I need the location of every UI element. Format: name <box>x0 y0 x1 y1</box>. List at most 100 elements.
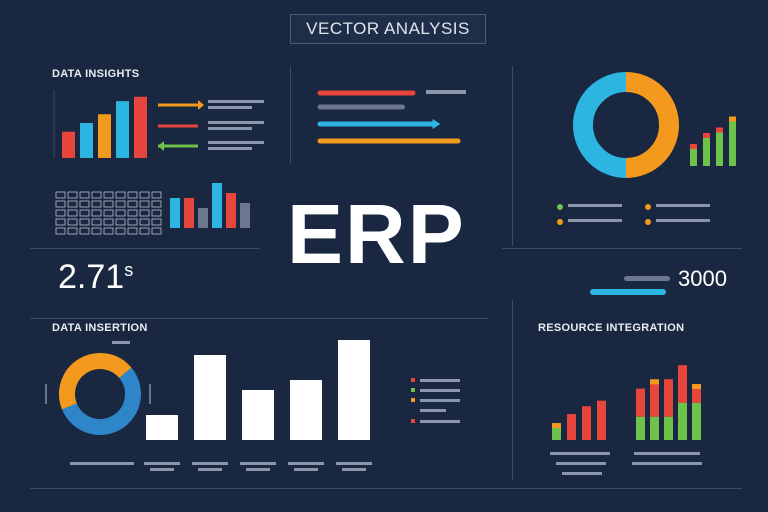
label-placeholder <box>70 462 134 465</box>
grid-cell <box>127 218 138 226</box>
grid-cell <box>67 191 78 199</box>
grid-cell <box>127 227 138 235</box>
grid-cell <box>115 218 126 226</box>
grid-cell <box>79 209 90 217</box>
legend-swatch <box>411 388 415 392</box>
grid-cell <box>67 209 78 217</box>
arrow-head <box>198 100 204 110</box>
grid-cell <box>127 200 138 208</box>
resource-integration-small-bars <box>550 400 610 475</box>
bar <box>62 131 75 158</box>
grid-cell <box>67 218 78 226</box>
donut-slice <box>61 367 141 435</box>
label-placeholder <box>550 452 610 455</box>
bar-top <box>692 384 701 389</box>
legend-dot <box>645 219 651 225</box>
grid-cell <box>151 191 162 199</box>
text-placeholder <box>420 409 446 412</box>
label-placeholder <box>240 462 276 465</box>
bar <box>170 198 180 228</box>
label-placeholder <box>192 462 228 465</box>
grid-cell <box>127 209 138 217</box>
label-placeholder <box>246 468 270 471</box>
metric-unit: s <box>124 260 134 280</box>
bar-top <box>703 133 710 138</box>
horizontal-bar-chart <box>317 90 466 144</box>
bar <box>567 414 576 440</box>
legend-swatch <box>411 378 415 382</box>
data-insights-arrows <box>158 100 264 151</box>
grid-cell <box>91 227 102 235</box>
legend-swatch <box>411 419 415 423</box>
resource-integration-large-bars <box>632 365 702 465</box>
grid-cell <box>67 227 78 235</box>
label-placeholder <box>198 468 222 471</box>
page-title-box: VECTOR ANALYSIS <box>290 14 486 44</box>
top-right-bars <box>690 116 736 166</box>
bar-segment <box>664 416 673 440</box>
grid-cell <box>115 227 126 235</box>
label-placeholder <box>144 462 180 465</box>
grid-cell <box>151 200 162 208</box>
data-insights-top-bars <box>53 90 147 158</box>
grid-cell <box>139 218 150 226</box>
legend-swatch <box>411 398 415 402</box>
section-title-resource-integration: RESOURCE INTEGRATION <box>538 322 685 334</box>
grid-cell <box>91 209 102 217</box>
erp-label: ERP <box>287 187 466 281</box>
divider <box>30 248 260 249</box>
divider <box>502 248 742 249</box>
bar <box>690 144 697 166</box>
bar <box>703 133 710 166</box>
grid-cell <box>103 209 114 217</box>
text-placeholder <box>568 219 622 222</box>
grid-cell <box>151 218 162 226</box>
legend-dot <box>557 219 563 225</box>
grid-cell <box>151 227 162 235</box>
text-placeholder <box>208 141 264 144</box>
bar-segment <box>650 416 659 440</box>
donut-slice <box>625 72 679 178</box>
bar <box>338 340 370 440</box>
bar-top <box>650 379 659 385</box>
text-placeholder <box>208 127 252 130</box>
metric-value: 2.71s <box>58 258 133 297</box>
text-placeholder <box>656 219 710 222</box>
bar <box>290 380 322 440</box>
kpi-bar-blue <box>590 289 666 295</box>
bar <box>729 116 736 166</box>
bar <box>146 415 178 440</box>
bar <box>582 406 591 440</box>
text-placeholder <box>426 90 466 94</box>
text-placeholder <box>208 121 264 124</box>
grid-cell <box>151 209 162 217</box>
bar-segment <box>692 402 701 440</box>
grid-cell <box>91 191 102 199</box>
page-title: VECTOR ANALYSIS <box>306 19 470 38</box>
bar <box>226 193 236 228</box>
bar-segment <box>678 365 687 403</box>
label-placeholder <box>288 462 324 465</box>
text-placeholder <box>656 204 710 207</box>
grid-cell <box>139 191 150 199</box>
bar <box>198 208 208 228</box>
divider <box>30 318 488 319</box>
legend-dot <box>645 204 651 210</box>
bar <box>240 203 250 228</box>
bar <box>552 423 561 440</box>
bar <box>116 101 129 158</box>
grid-cell <box>139 227 150 235</box>
bar <box>597 400 606 440</box>
bar <box>184 198 194 228</box>
grid-cell <box>79 200 90 208</box>
grid-cell <box>55 218 66 226</box>
grid-cell <box>115 191 126 199</box>
label-placeholder <box>556 462 606 465</box>
grid-cell <box>55 227 66 235</box>
bar-top <box>690 144 697 149</box>
bar <box>212 183 222 228</box>
bar <box>194 355 226 440</box>
label-placeholder <box>562 472 602 475</box>
divider <box>290 66 291 164</box>
